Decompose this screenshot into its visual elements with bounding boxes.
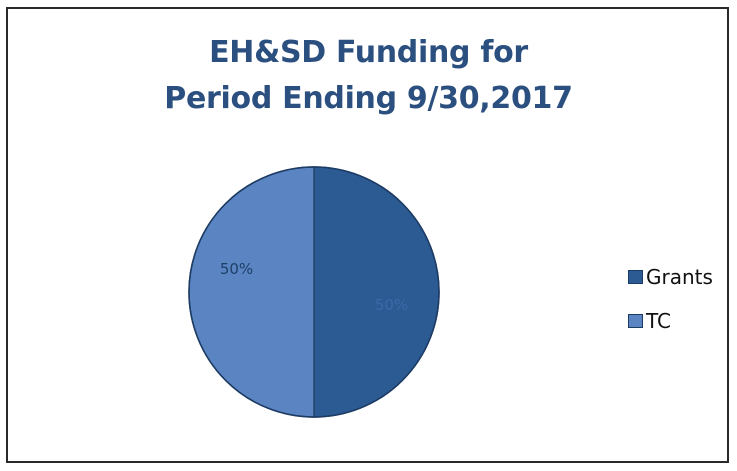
legend-label-tc: TC xyxy=(646,309,672,333)
data-label-tc: 50% xyxy=(220,260,253,278)
legend-label-grants: Grants xyxy=(646,265,713,289)
chart-title-line-2: Period Ending 9/30,2017 xyxy=(164,81,573,116)
data-label-grants: 50% xyxy=(375,296,408,314)
pie-outline xyxy=(188,166,440,418)
legend-swatch-tc xyxy=(628,314,643,328)
legend-item-grants: Grants xyxy=(628,262,713,292)
legend-item-tc: TC xyxy=(628,306,713,336)
pie-slice-tc xyxy=(188,166,315,418)
chart-title: EH&SD Funding for Period Ending 9/30,201… xyxy=(0,30,737,122)
pie-slice-grants xyxy=(313,166,440,418)
chart-legend: Grants TC xyxy=(628,262,713,350)
legend-swatch-grants xyxy=(628,270,643,284)
chart-title-line-1: EH&SD Funding for xyxy=(209,35,528,70)
